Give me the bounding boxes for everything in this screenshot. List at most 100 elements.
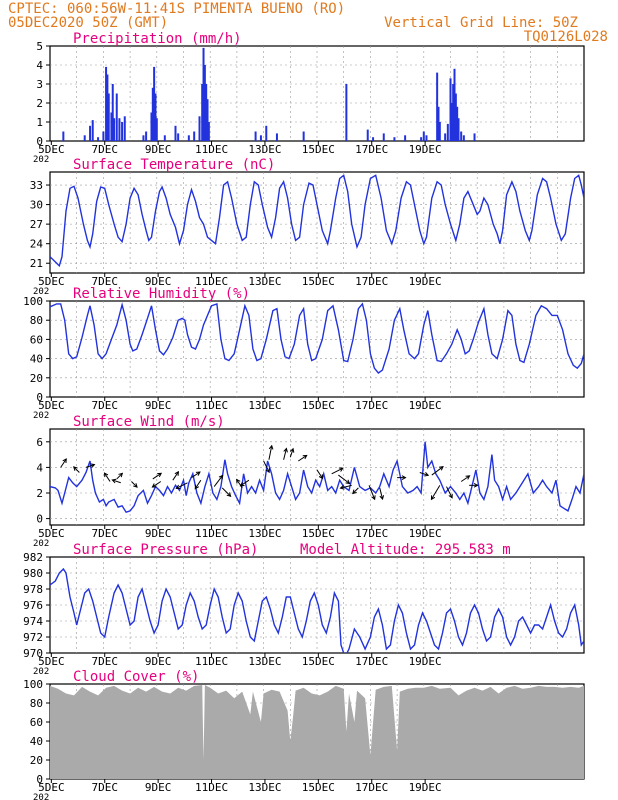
wind-arrow xyxy=(263,460,270,473)
panel-title: Cloud Cover (%) xyxy=(73,669,199,685)
wind-arrow xyxy=(131,481,138,488)
wind-arrow xyxy=(419,472,429,476)
wind-arrow xyxy=(368,485,376,500)
y-tick-label: 2 xyxy=(36,97,43,110)
y-tick-label: 33 xyxy=(30,179,43,192)
precip-bar xyxy=(457,118,460,141)
panel-5: 0 20 40 60 80 100 5DEC 7DEC 9DEC 11DEC 13DEC 15DEC 1… xyxy=(23,669,585,800)
wind-arrow-head xyxy=(236,478,241,484)
precip-bar xyxy=(259,135,262,141)
precip-bar xyxy=(202,47,205,141)
wind-arrow-head xyxy=(111,478,117,484)
precip-bar xyxy=(420,137,423,141)
x-tick-label: 7DEC xyxy=(91,781,118,794)
x-tick-label: 13DEC xyxy=(248,143,281,156)
y-tick-label: 40 xyxy=(30,735,43,748)
x-tick-label: 17DEC xyxy=(355,143,388,156)
wind-arrow-head xyxy=(318,474,324,480)
precip-bar xyxy=(174,125,177,141)
precip-bar xyxy=(163,135,166,141)
precip-bar xyxy=(449,78,452,141)
precip-bar xyxy=(207,122,210,141)
precip-bar xyxy=(454,93,457,141)
wind-arrow-head xyxy=(218,474,224,480)
y-tick-label: 80 xyxy=(30,697,43,710)
y-tick-label: 1 xyxy=(36,116,43,129)
x-tick-label: 7DEC xyxy=(91,275,118,288)
x-tick-label: 15DEC xyxy=(302,143,335,156)
precip-bar xyxy=(444,133,447,141)
wind-arrow xyxy=(352,487,359,494)
wind-arrow-head xyxy=(438,466,444,471)
x-tick-label: 19DEC xyxy=(409,399,442,412)
wind-arrow xyxy=(116,472,123,480)
y-tick-label: 100 xyxy=(23,295,43,308)
precip-bar xyxy=(153,66,156,141)
precip-bar xyxy=(393,137,396,141)
y-tick-label: 3 xyxy=(36,78,43,91)
panel-4: 970 972 974 976 978 980 982 5DEC 7DEC 9DEC 11DEC 13… xyxy=(23,542,585,677)
y-tick-label: 20 xyxy=(30,372,43,385)
y-tick-label: 100 xyxy=(23,678,43,691)
wind-arrow xyxy=(268,445,273,460)
wind-arrow-head xyxy=(430,495,436,501)
precip-bar xyxy=(205,84,208,141)
series-line xyxy=(50,174,584,268)
precip-bar xyxy=(460,131,463,141)
wind-arrow xyxy=(289,448,294,458)
wind-arrow-head xyxy=(338,467,344,472)
panel-title: Relative Humidity (%) xyxy=(73,286,250,302)
wind-arrow-head xyxy=(283,447,288,453)
header-code: TQ0126L028 xyxy=(524,29,608,45)
wind-arrow xyxy=(236,479,243,489)
x-tick-label: 17DEC xyxy=(355,399,388,412)
wind-arrow xyxy=(172,471,179,481)
wind-arrow xyxy=(340,484,352,489)
x-tick-label: 7DEC xyxy=(91,143,118,156)
wind-arrow-head xyxy=(226,492,232,498)
wind-arrow-head xyxy=(157,472,163,478)
wind-arrow xyxy=(298,454,307,462)
x-tick-label: 7DEC xyxy=(91,527,118,540)
x-tick-label: 11DEC xyxy=(195,781,228,794)
precip-bar xyxy=(462,135,465,141)
wind-arrow-head xyxy=(90,463,96,468)
y-tick-label: 0 xyxy=(36,773,43,786)
y-tick-label: 2 xyxy=(36,487,43,500)
wind-arrow-head xyxy=(73,466,78,471)
series-line xyxy=(50,441,584,514)
precip-bar xyxy=(111,84,114,141)
y-tick-label: 976 xyxy=(23,599,43,612)
data-layer xyxy=(50,567,584,653)
x-tick-label: 15DEC xyxy=(302,399,335,412)
header-location: CPTEC: 060:56W-11:41S PIMENTA BUENO (RO) xyxy=(8,1,345,17)
y-tick-label: 0 xyxy=(36,135,43,148)
panel-title: Precipitation (mm/h) xyxy=(73,31,242,47)
wind-arrow-head xyxy=(473,482,479,488)
panel-title: Surface Pressure (hPa) xyxy=(73,542,258,558)
wind-arrow-head xyxy=(268,444,274,450)
wind-arrow xyxy=(194,479,202,489)
y-tick-label: 40 xyxy=(30,353,43,366)
wind-arrow xyxy=(331,467,344,475)
precip-bar xyxy=(145,131,148,141)
x-tick-label: 13DEC xyxy=(248,781,281,794)
x-tick-label: 17DEC xyxy=(355,527,388,540)
x-tick-label: 17DEC xyxy=(355,275,388,288)
x-tick-label: 7DEC xyxy=(91,399,118,412)
x-tick-label: 9DEC xyxy=(145,399,172,412)
x-tick-label: 15DEC xyxy=(302,527,335,540)
precip-bar xyxy=(254,131,257,141)
panel-0: 0 1 2 3 4 5 5DEC 7DEC 9DEC 11DEC 13DEC 15DEC 17DEC 19… xyxy=(33,31,585,165)
wind-arrow xyxy=(460,475,470,482)
wind-arrow xyxy=(430,485,441,500)
precip-bar xyxy=(382,133,385,141)
precip-bar xyxy=(142,135,145,141)
precip-bar xyxy=(450,103,453,141)
wind-arrow-head xyxy=(195,471,201,476)
x-tick-label: 19DEC xyxy=(409,655,442,668)
x-tick-label: 5DEC xyxy=(38,399,65,412)
y-tick-label: 21 xyxy=(30,257,43,270)
